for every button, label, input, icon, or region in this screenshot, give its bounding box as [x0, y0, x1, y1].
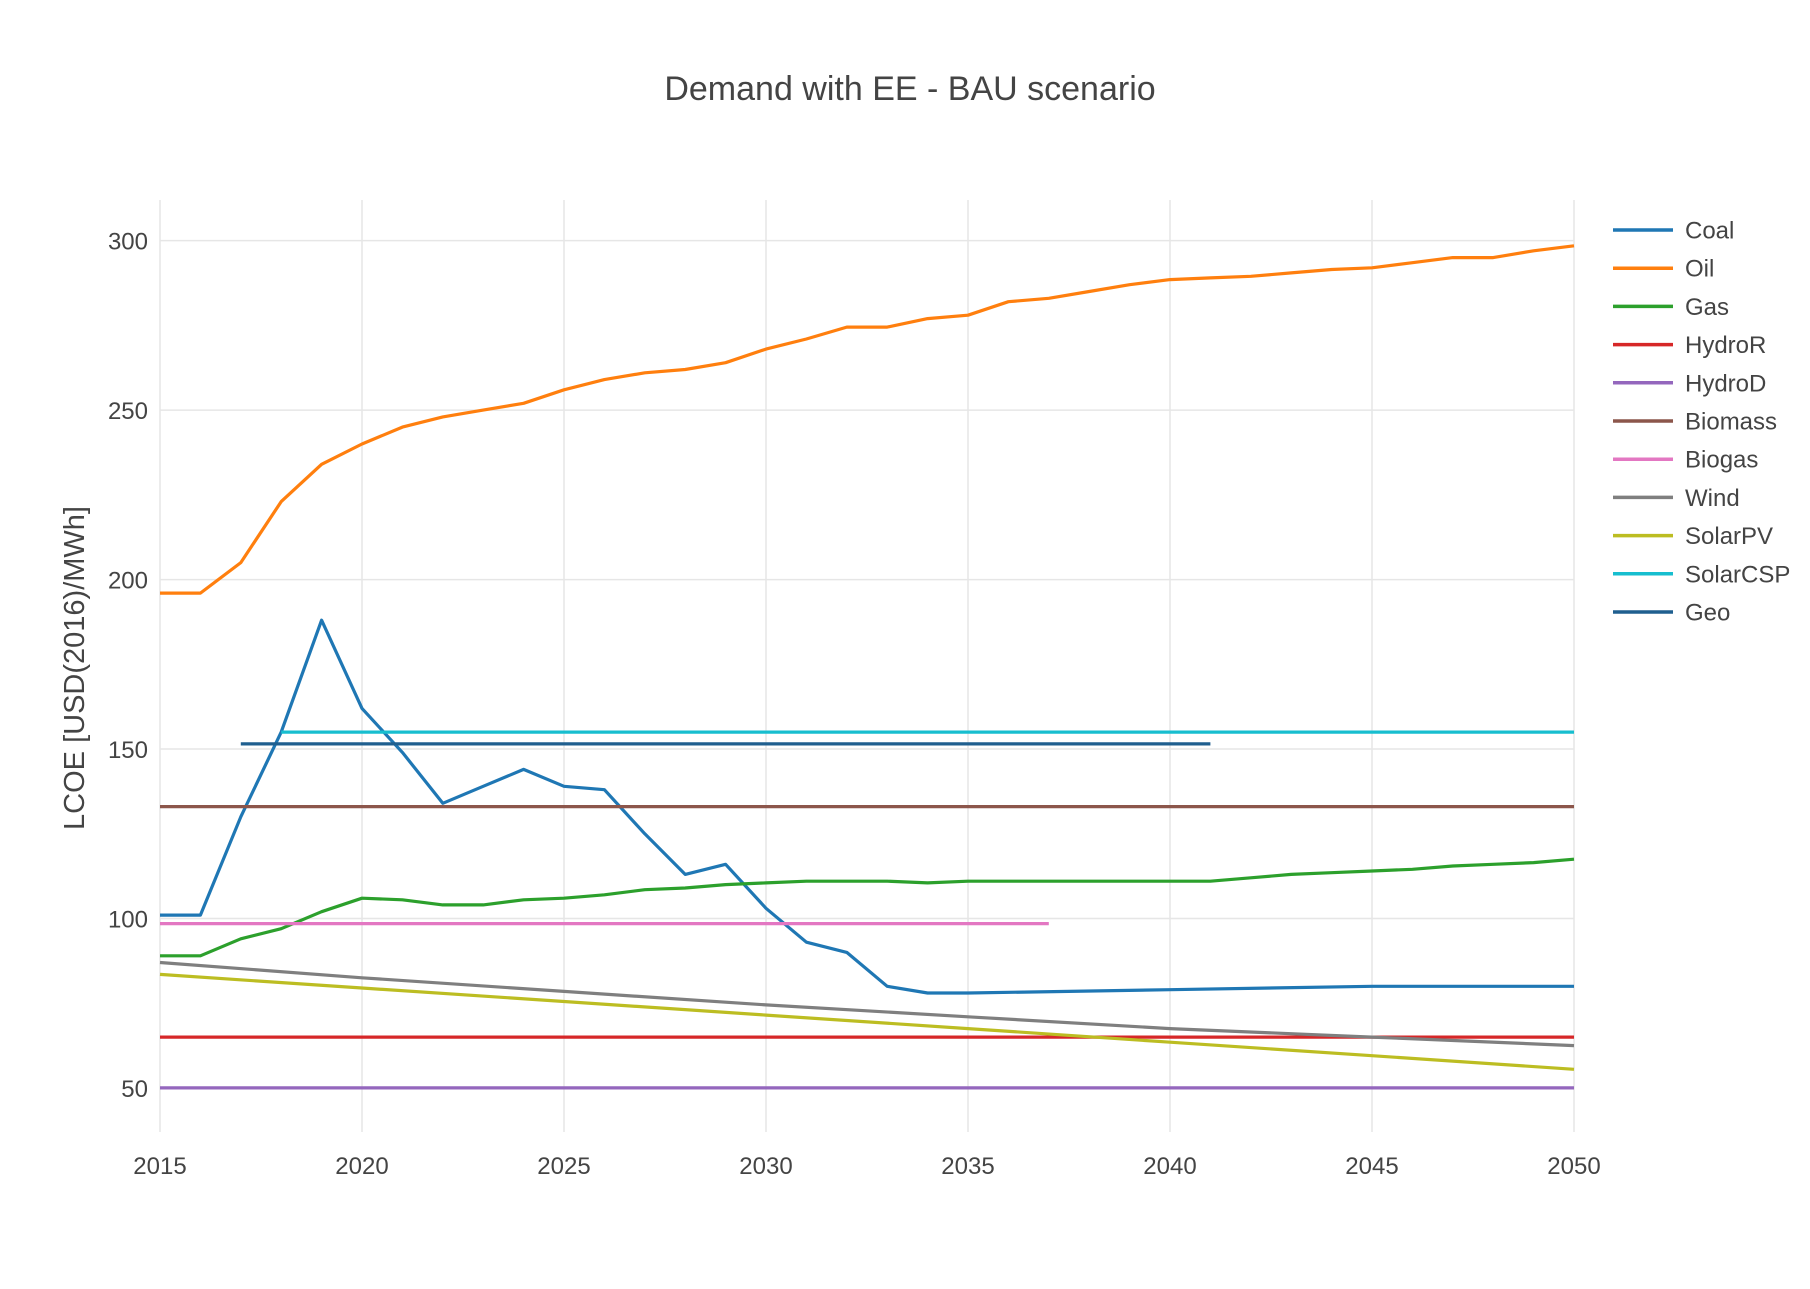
chart-title: Demand with EE - BAU scenario: [664, 70, 1155, 108]
legend-item-geo[interactable]: Geo: [1613, 600, 1730, 627]
x-tick-label: 2045: [1345, 1153, 1398, 1180]
legend-item-hydrod[interactable]: HydroD: [1613, 370, 1766, 397]
legend-item-oil[interactable]: Oil: [1613, 256, 1714, 283]
x-tick-label: 2035: [941, 1153, 994, 1180]
series-line-coal[interactable]: [160, 618, 1574, 995]
axis-ticks: 50 100 150 200 250 300 2015 2020 2025 2030 2035 204…: [108, 229, 1601, 1180]
y-tick-label: 200: [108, 568, 148, 595]
legend-item-wind[interactable]: Wind: [1613, 485, 1740, 512]
legend-label: HydroD: [1685, 370, 1766, 397]
x-tick-label: 2030: [739, 1153, 792, 1180]
series-line-solarpv[interactable]: [159, 972, 1575, 1071]
legend-label: HydroR: [1685, 332, 1766, 359]
legend-item-biogas[interactable]: Biogas: [1613, 447, 1758, 474]
legend-label: SolarCSP: [1685, 561, 1790, 588]
y-tick-label: 300: [108, 229, 148, 256]
x-tick-label: 2040: [1143, 1153, 1196, 1180]
x-tick-label: 2015: [133, 1153, 186, 1180]
x-tick-label: 2050: [1547, 1153, 1600, 1180]
series-line-wind[interactable]: [159, 960, 1575, 1048]
legend-item-solarpv[interactable]: SolarPV: [1613, 523, 1773, 550]
plot-area: [159, 244, 1575, 1090]
legend-label: Wind: [1685, 485, 1740, 512]
y-tick-label: 250: [108, 398, 148, 425]
legend-label: Coal: [1685, 218, 1734, 245]
legend[interactable]: Coal Oil Gas HydroR HydroD Biomass Biogas Wind S…: [1613, 218, 1790, 627]
x-tick-label: 2020: [335, 1153, 388, 1180]
series-line-oil[interactable]: [160, 244, 1575, 595]
legend-item-solarcsp[interactable]: SolarCSP: [1613, 561, 1790, 588]
legend-label: Gas: [1685, 294, 1729, 321]
x-tick-label: 2025: [537, 1153, 590, 1180]
legend-item-coal[interactable]: Coal: [1613, 218, 1734, 245]
y-tick-label: 150: [108, 737, 148, 764]
y-tick-label: 50: [121, 1076, 148, 1103]
legend-label: Oil: [1685, 256, 1714, 283]
legend-item-gas[interactable]: Gas: [1613, 294, 1729, 321]
legend-item-biomass[interactable]: Biomass: [1613, 409, 1777, 436]
legend-label: Geo: [1685, 600, 1730, 627]
legend-label: SolarPV: [1685, 523, 1773, 550]
legend-label: Biogas: [1685, 447, 1758, 474]
legend-item-hydror[interactable]: HydroR: [1613, 332, 1766, 359]
legend-label: Biomass: [1685, 409, 1777, 436]
y-tick-label: 100: [108, 906, 148, 933]
y-axis-label: LCOE [USD(2016)/MWh]: [59, 506, 91, 830]
series-line-gas[interactable]: [160, 857, 1575, 958]
grid: [159, 200, 1575, 1132]
